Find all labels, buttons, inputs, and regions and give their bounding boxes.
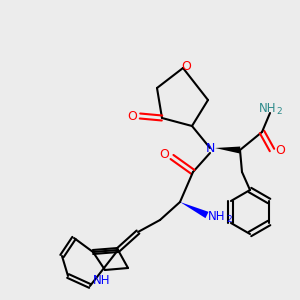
Text: N: N	[205, 142, 215, 154]
Text: NH: NH	[93, 274, 111, 286]
Polygon shape	[215, 146, 240, 154]
Text: O: O	[159, 148, 169, 161]
Text: NH: NH	[259, 101, 277, 115]
Text: O: O	[275, 143, 285, 157]
Text: 2: 2	[226, 215, 232, 224]
Text: O: O	[127, 110, 137, 122]
Text: O: O	[181, 61, 191, 74]
Polygon shape	[180, 202, 208, 218]
Text: 2: 2	[276, 107, 282, 116]
Text: NH: NH	[208, 209, 226, 223]
